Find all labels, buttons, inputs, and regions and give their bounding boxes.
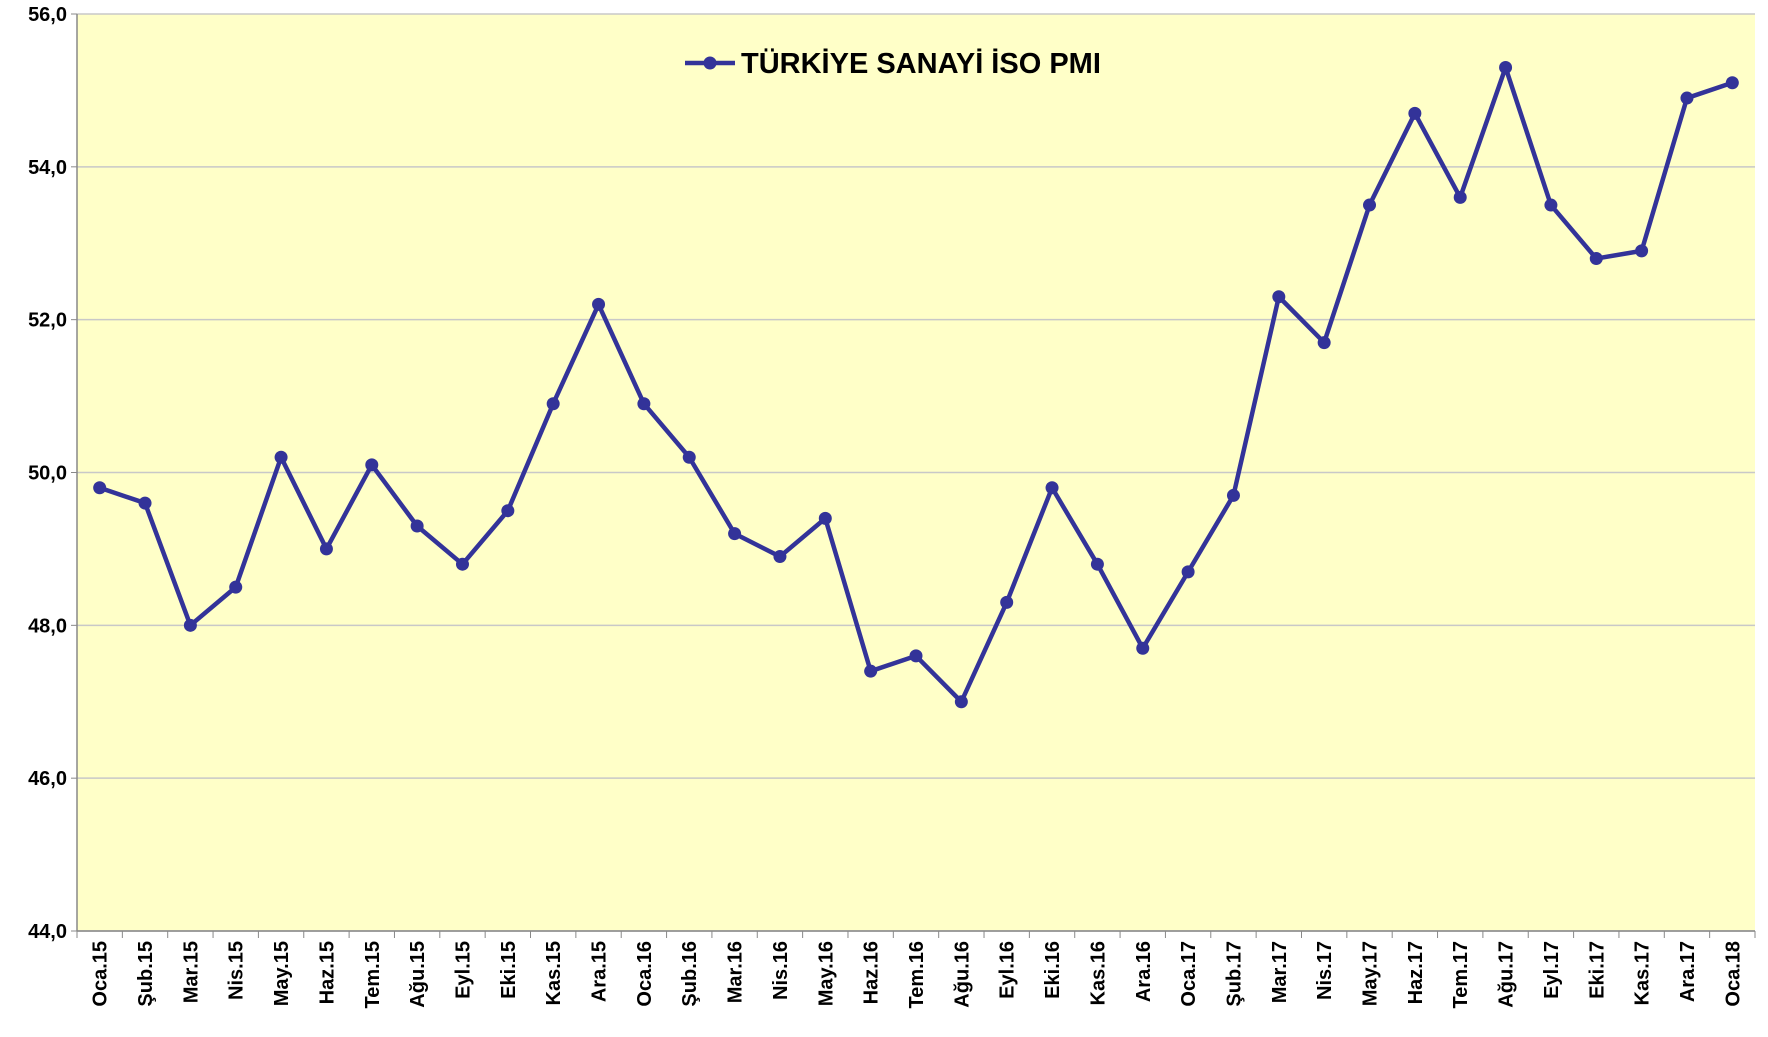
data-point [954, 695, 968, 709]
x-tick-label: Kas.17 [1632, 941, 1654, 1006]
y-tick-label: 46,0 [28, 768, 67, 790]
x-tick-label: Eyl.17 [1541, 941, 1563, 999]
x-tick-label: Oca.17 [1178, 941, 1200, 1007]
x-tick-label: Eyl.16 [997, 941, 1019, 999]
y-tick-label: 56,0 [28, 4, 67, 26]
x-tick-label: Kas.16 [1087, 941, 1109, 1006]
x-tick-label: Eki.17 [1586, 941, 1608, 999]
x-tick-label: Eki.15 [498, 941, 520, 999]
data-point [365, 458, 379, 472]
x-tick-label: Tem.16 [906, 941, 928, 1008]
y-tick-label: 52,0 [28, 310, 67, 332]
x-tick-label: Tem.15 [362, 941, 384, 1008]
data-point [1136, 641, 1150, 655]
x-tick-label: Ara.15 [589, 941, 611, 1002]
data-point [410, 519, 424, 533]
x-tick-label: Nis.17 [1314, 941, 1336, 1000]
x-tick-label: May.16 [815, 941, 837, 1006]
data-point [183, 618, 197, 632]
x-tick-label: Şub.16 [679, 941, 701, 1007]
data-point [1544, 198, 1558, 212]
data-point [455, 557, 469, 571]
y-tick-label: 44,0 [28, 921, 67, 943]
legend-label: TÜRKİYE SANAYİ İSO PMI [741, 47, 1101, 80]
x-tick-label: Mar.15 [180, 941, 202, 1003]
x-tick-label: Haz.17 [1405, 941, 1427, 1004]
x-tick-label: Tem.17 [1450, 941, 1472, 1008]
data-point [1317, 336, 1331, 350]
data-point [93, 481, 107, 495]
data-point [1589, 252, 1603, 266]
x-tick-label: Oca.15 [90, 941, 112, 1007]
x-tick-label: Ağu.15 [407, 941, 429, 1008]
x-tick-label: Ara.17 [1677, 941, 1699, 1002]
x-tick-label: Şub.17 [1223, 941, 1245, 1007]
x-tick-label: Kas.15 [543, 941, 565, 1006]
x-tick-label: Ağu.16 [951, 941, 973, 1008]
x-tick-label: Oca.18 [1722, 941, 1744, 1007]
data-point [864, 664, 878, 678]
data-point [637, 397, 651, 411]
data-point [1408, 106, 1422, 120]
x-tick-label: Eyl.15 [452, 941, 474, 999]
y-tick-label: 54,0 [28, 157, 67, 179]
x-tick-label: Mar.17 [1269, 941, 1291, 1003]
data-point [1453, 190, 1467, 204]
x-tick-label: May.17 [1360, 941, 1382, 1006]
y-tick-label: 48,0 [28, 615, 67, 637]
data-point [773, 550, 787, 564]
data-point [501, 504, 515, 518]
data-point [546, 397, 560, 411]
data-point [1680, 91, 1694, 105]
data-point [592, 297, 606, 311]
y-tick-label: 50,0 [28, 463, 67, 485]
data-point [1045, 481, 1059, 495]
data-point [229, 580, 243, 594]
data-point [1000, 595, 1014, 609]
data-point [1226, 488, 1240, 502]
data-point [1363, 198, 1377, 212]
x-tick-label: Nis.16 [770, 941, 792, 1000]
x-tick-label: Şub.15 [135, 941, 157, 1007]
x-tick-label: Oca.16 [634, 941, 656, 1007]
data-point [319, 542, 333, 556]
x-tick-label: Haz.15 [316, 941, 338, 1004]
data-point [1181, 565, 1195, 579]
x-tick-label: Mar.16 [725, 941, 747, 1003]
data-point [274, 450, 288, 464]
data-point [909, 649, 923, 663]
x-tick-label: Haz.16 [861, 941, 883, 1004]
data-point [728, 527, 742, 541]
data-point [1725, 76, 1739, 90]
data-point [138, 496, 152, 510]
data-point [1635, 244, 1649, 258]
x-tick-label: May.15 [271, 941, 293, 1006]
x-tick-label: Ara.16 [1133, 941, 1155, 1002]
data-point [1272, 290, 1286, 304]
x-tick-label: Eki.16 [1042, 941, 1064, 999]
legend-marker [703, 56, 717, 70]
data-point [682, 450, 696, 464]
data-point [818, 511, 832, 525]
x-tick-label: Ağu.17 [1496, 941, 1518, 1008]
x-tick-label: Nis.15 [226, 941, 248, 1000]
data-point [1499, 60, 1513, 74]
data-point [1090, 557, 1104, 571]
